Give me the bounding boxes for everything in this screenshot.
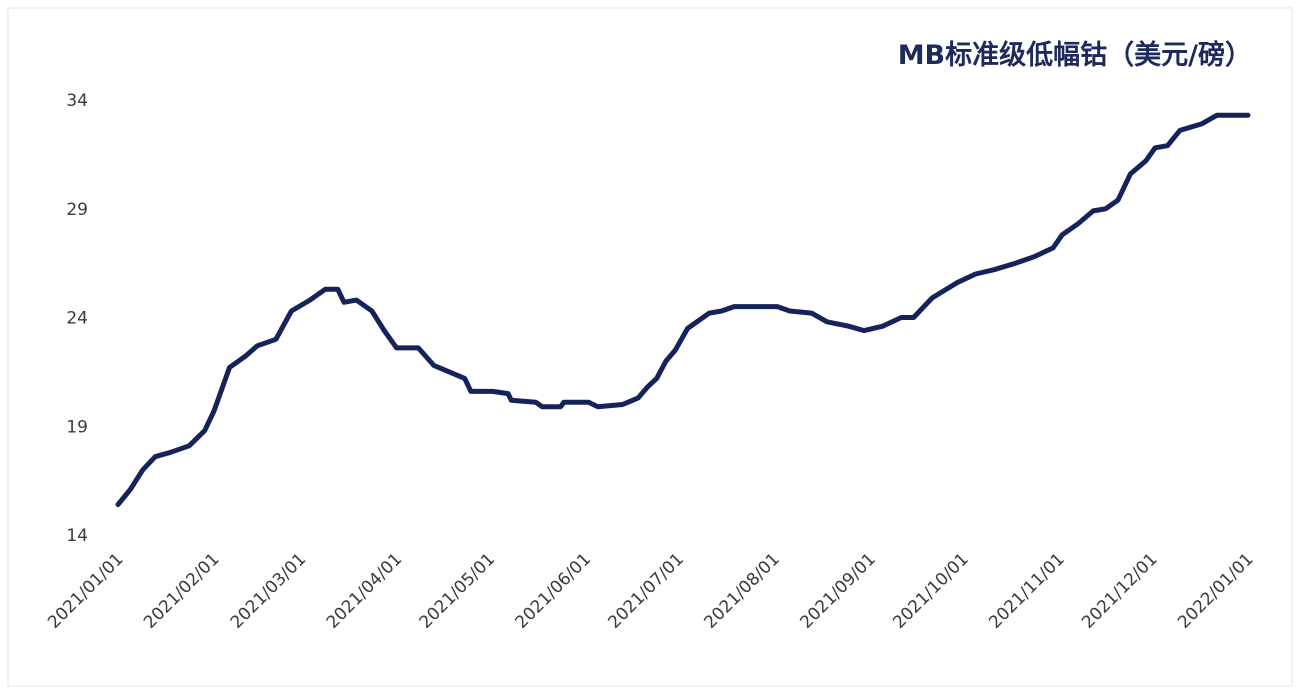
x-tick-label: 2021/12/01: [1078, 549, 1161, 632]
x-tick-label: 2021/06/01: [512, 549, 595, 632]
y-tick-label: 24: [66, 309, 88, 329]
x-tick-label: 2021/02/01: [140, 549, 223, 632]
x-tick-label: 2021/01/01: [44, 549, 127, 632]
x-tick-label: 2021/10/01: [889, 549, 972, 632]
x-tick-label: 2021/03/01: [227, 549, 310, 632]
chart-border: [7, 7, 1293, 687]
x-tick-label: 2021/09/01: [796, 549, 879, 632]
y-tick-label: 19: [66, 417, 88, 437]
chart-title: MB标准级低幅钴（美元/磅）: [898, 39, 1252, 71]
line: [115, 112, 1251, 508]
x-tick-label: 2022/01/01: [1174, 549, 1257, 632]
y-tick-label: 29: [66, 200, 88, 220]
x-tick-label: 2021/11/01: [985, 549, 1068, 632]
x-tick-label: 2021/04/01: [323, 549, 406, 632]
x-tick-label: 2021/05/01: [416, 549, 499, 632]
y-tick-label: 34: [66, 91, 88, 111]
x-tick-label: 2021/08/01: [700, 549, 783, 632]
y-tick-label: 14: [66, 526, 88, 546]
x-tick-label: 2021/07/01: [604, 549, 687, 632]
